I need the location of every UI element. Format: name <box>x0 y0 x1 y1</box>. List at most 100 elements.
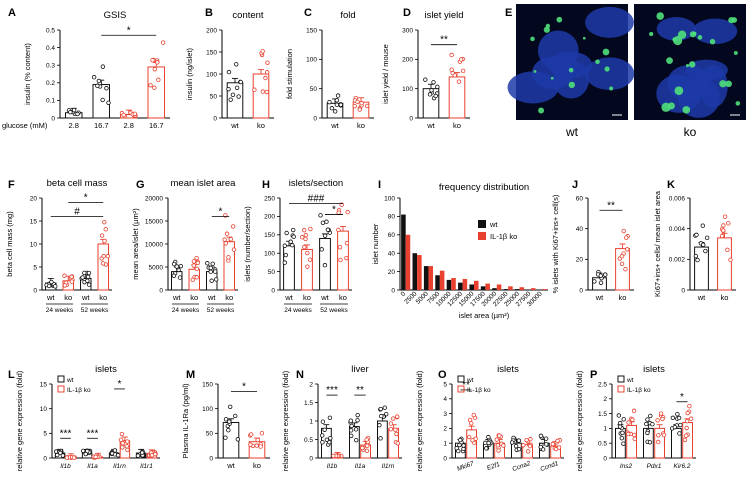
y-tick-label: 5 <box>33 264 37 271</box>
data-point <box>620 430 625 436</box>
data-point <box>334 98 340 103</box>
y-axis-label: islets (number/section) <box>243 206 252 282</box>
data-point <box>335 93 341 98</box>
data-point <box>230 224 236 229</box>
data-point <box>282 243 287 248</box>
data-point <box>213 277 219 282</box>
microscopy-image-ko: ko <box>634 4 746 139</box>
islet-spot <box>688 61 696 68</box>
data-point <box>75 111 80 117</box>
histogram-bar <box>439 270 445 290</box>
data-point <box>645 417 650 422</box>
data-point <box>338 102 344 107</box>
y-tick-label: 1 <box>443 441 447 448</box>
y-tick-label: 100 <box>264 251 275 258</box>
data-point <box>598 273 603 278</box>
data-point <box>230 92 236 98</box>
y-tick-label: 10 <box>40 406 48 413</box>
y-tick-label: 60 <box>576 195 584 202</box>
panel-a: A GSIS 0 0.1 0.2 0.3 0.4 0.5 insulin (% content)… <box>2 7 170 130</box>
data-point <box>647 440 653 445</box>
panel-title: GSIS <box>104 10 127 21</box>
data-point <box>71 107 77 113</box>
histogram-bar <box>503 289 509 290</box>
data-point <box>53 284 58 289</box>
x-tick-label: wt <box>320 293 329 302</box>
data-point <box>227 419 232 424</box>
panel-letter: C <box>304 7 312 19</box>
bar <box>626 424 638 459</box>
y-tick-label: 15 <box>30 218 38 225</box>
data-point <box>195 260 201 266</box>
legend-swatch <box>57 385 65 393</box>
data-point <box>722 214 728 219</box>
panel-title: islets <box>643 364 665 375</box>
data-point <box>71 455 77 460</box>
y-axis-label: islet yield / mouse <box>381 44 390 104</box>
data-point <box>623 267 628 272</box>
data-point <box>694 232 699 238</box>
x-tick-label: wt <box>330 121 339 130</box>
islet-spot <box>543 26 550 33</box>
data-point <box>248 442 253 447</box>
y-axis-label: insulin (% content) <box>23 43 32 105</box>
x-tick-label: Il1a <box>355 463 366 470</box>
data-point <box>69 279 75 284</box>
y-tick-label: 100 <box>402 86 413 93</box>
data-point <box>684 418 690 424</box>
data-point <box>395 441 401 446</box>
histogram-bar <box>485 283 490 290</box>
y-tick-label: 2 <box>309 381 313 388</box>
data-point <box>658 411 664 416</box>
data-point <box>124 444 130 449</box>
data-point <box>619 261 625 267</box>
y-tick-label: 150 <box>202 381 213 388</box>
panel-title: islets <box>95 364 117 375</box>
data-point <box>100 261 106 266</box>
panel-m: M 0 50 100 150 Plasma IL-1Ra (pg/ml) wt ko * <box>181 369 270 470</box>
data-point <box>431 80 436 85</box>
data-point <box>91 75 97 80</box>
data-point <box>501 443 506 448</box>
x-tick-label: ko <box>253 461 261 470</box>
data-point <box>473 436 478 441</box>
data-point <box>283 252 289 258</box>
data-point <box>388 426 394 432</box>
panel-title: beta cell mass <box>47 178 108 189</box>
data-point <box>497 433 502 438</box>
data-point <box>348 428 354 433</box>
data-point <box>616 413 622 418</box>
x-tick-label: 16.7 <box>149 121 164 130</box>
y-tick-label: 50 <box>268 269 276 276</box>
y-axis-label: mean area/islet (µm²) <box>131 208 140 280</box>
data-point <box>327 99 332 105</box>
panel-title: islets/section <box>289 178 343 189</box>
data-point <box>83 451 88 457</box>
data-point <box>64 455 70 460</box>
data-point <box>62 283 68 288</box>
data-point <box>617 424 623 429</box>
y-tick-label: 15000 <box>145 218 163 225</box>
sig-marker: * <box>219 206 223 217</box>
x-tick-label: wt <box>595 293 604 302</box>
data-point <box>355 418 360 423</box>
data-point <box>525 449 531 454</box>
legend-swatch <box>478 220 486 228</box>
data-point <box>99 233 105 238</box>
data-point <box>212 269 218 274</box>
data-point <box>626 420 631 425</box>
data-point <box>378 406 383 412</box>
data-point <box>495 443 501 448</box>
islet-spot <box>719 80 727 88</box>
data-point <box>458 57 464 62</box>
y-tick-label: 0.002 <box>669 257 686 264</box>
sig-marker: * <box>680 392 684 403</box>
data-point <box>80 448 86 454</box>
data-point <box>509 440 515 445</box>
y-tick-label: 2 <box>603 396 607 403</box>
panel-title: liver <box>351 364 368 375</box>
y-tick-label: 100 <box>202 406 213 413</box>
panel-j: J 0 20 40 60 % islets with Ki67+ins+ cell(s) w… <box>551 179 634 302</box>
y-tick-label: 0 <box>43 455 47 462</box>
